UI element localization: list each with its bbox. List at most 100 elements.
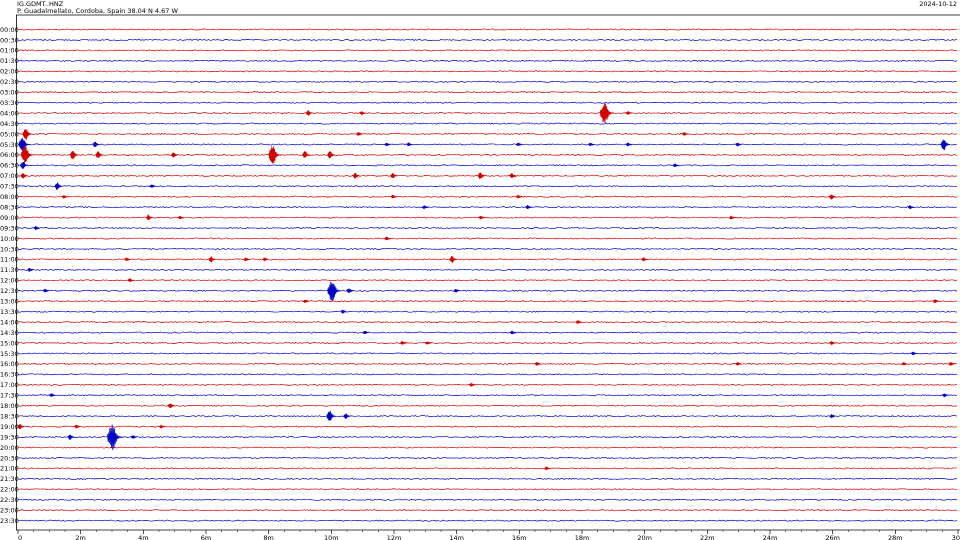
row-time-label: 23:00 xyxy=(0,507,19,515)
x-tick-label: 26m xyxy=(825,534,840,540)
seismic-event xyxy=(302,151,310,158)
seismic-event xyxy=(67,434,75,440)
trace-row xyxy=(17,227,958,230)
x-tick-label: 10m xyxy=(324,534,339,540)
trace-row xyxy=(17,237,958,240)
row-time-label: 02:00 xyxy=(0,68,19,76)
seismic-event xyxy=(525,205,532,209)
seismic-event xyxy=(625,142,632,147)
trace-row xyxy=(17,49,958,52)
row-time-label: 05:00 xyxy=(0,130,19,138)
seismic-event xyxy=(305,110,313,116)
row-time-label: 15:30 xyxy=(0,350,19,358)
seismic-event xyxy=(61,195,68,199)
seismic-event xyxy=(625,111,632,115)
trace-row xyxy=(17,477,958,480)
trace-group xyxy=(17,28,958,522)
row-time-label: 04:30 xyxy=(0,120,19,128)
row-time-label: 19:30 xyxy=(0,433,19,441)
trace-row xyxy=(17,362,958,365)
seismic-event xyxy=(95,151,104,158)
row-time-label: 22:00 xyxy=(0,486,19,494)
event-group xyxy=(17,103,955,471)
row-time-label: 17:00 xyxy=(0,381,19,389)
seismic-event xyxy=(735,142,742,147)
seismic-event xyxy=(390,194,397,199)
seismic-event xyxy=(829,194,836,200)
trace-row xyxy=(17,488,958,491)
seismic-event xyxy=(171,152,178,158)
row-time-label: 12:00 xyxy=(0,277,19,285)
row-time-label: 01:00 xyxy=(0,47,19,55)
x-tick-label: 30 xyxy=(952,534,960,540)
seismic-event xyxy=(92,141,100,148)
trace-row xyxy=(17,394,958,397)
seismic-event xyxy=(54,182,63,190)
trace-row xyxy=(17,164,958,167)
row-time-label: 03:00 xyxy=(0,89,19,97)
seismic-event xyxy=(469,382,476,387)
seismic-event xyxy=(901,362,908,366)
seismic-event xyxy=(948,362,955,366)
row-time-label: 21:00 xyxy=(0,465,19,473)
seismic-event xyxy=(425,341,432,345)
row-time-label: 12:30 xyxy=(0,287,19,295)
trace-row xyxy=(17,80,958,83)
trace-row xyxy=(17,383,958,386)
seismic-event xyxy=(735,362,742,366)
seismic-event xyxy=(400,341,407,345)
seismic-event xyxy=(21,146,34,164)
seismic-event xyxy=(243,257,250,262)
x-tick-label: 2m xyxy=(75,534,85,540)
seismic-event xyxy=(449,255,458,263)
seismic-event xyxy=(70,151,79,160)
x-tick-label: 18m xyxy=(575,534,590,540)
row-time-label: 15:00 xyxy=(0,339,19,347)
row-time-label: 20:30 xyxy=(0,454,19,462)
seismic-event xyxy=(509,173,517,179)
seismic-event xyxy=(22,129,32,140)
row-time-label: 07:30 xyxy=(0,183,19,191)
seismic-event xyxy=(49,393,56,397)
seismic-event xyxy=(672,163,679,167)
row-time-label: 06:30 xyxy=(0,162,19,170)
seismic-event xyxy=(682,132,689,136)
trace-row xyxy=(17,446,958,449)
trace-row xyxy=(17,467,958,470)
trace-row xyxy=(17,331,958,334)
x-tick-label: 8m xyxy=(263,534,273,540)
trace-row xyxy=(17,352,958,355)
seismic-event xyxy=(359,111,366,116)
row-time-label: 03:30 xyxy=(0,99,19,107)
seismic-event xyxy=(829,414,836,419)
seismic-event xyxy=(303,299,310,303)
seismic-event xyxy=(406,142,413,146)
seismic-event xyxy=(516,194,523,199)
seismic-event xyxy=(509,330,516,335)
x-tick-label: 14m xyxy=(449,534,464,540)
seismic-event xyxy=(599,103,614,124)
seismic-event xyxy=(268,146,281,164)
trace-row xyxy=(17,101,958,104)
row-time-label: 11:00 xyxy=(0,256,19,264)
seismic-event xyxy=(43,288,49,293)
row-time-label: 00:00 xyxy=(0,26,19,34)
row-time-label: 16:30 xyxy=(0,371,19,379)
trace-row xyxy=(17,174,958,177)
row-time-label: 05:30 xyxy=(0,141,19,149)
seismic-event xyxy=(641,257,648,262)
trace-row xyxy=(17,268,958,271)
seismic-event xyxy=(17,423,25,430)
trace-row xyxy=(17,321,958,324)
row-label-group: 00:00 00:30 01:00 01:30 02:00 02:30 03:00 03:30… xyxy=(0,26,19,525)
x-axis-group: 0 2m 4m 6m 8m 10m 12m 14m 16m 18m 20m 22m 24m 26m 28m 3… xyxy=(17,530,960,540)
trace-row xyxy=(17,279,958,282)
row-time-label: 02:30 xyxy=(0,78,19,86)
x-tick-label: 22m xyxy=(700,534,715,540)
x-tick-label: 4m xyxy=(138,534,148,540)
trace-row xyxy=(17,133,958,136)
row-time-label: 08:30 xyxy=(0,203,19,211)
row-time-label: 20:00 xyxy=(0,444,19,452)
seismic-event xyxy=(124,257,131,261)
